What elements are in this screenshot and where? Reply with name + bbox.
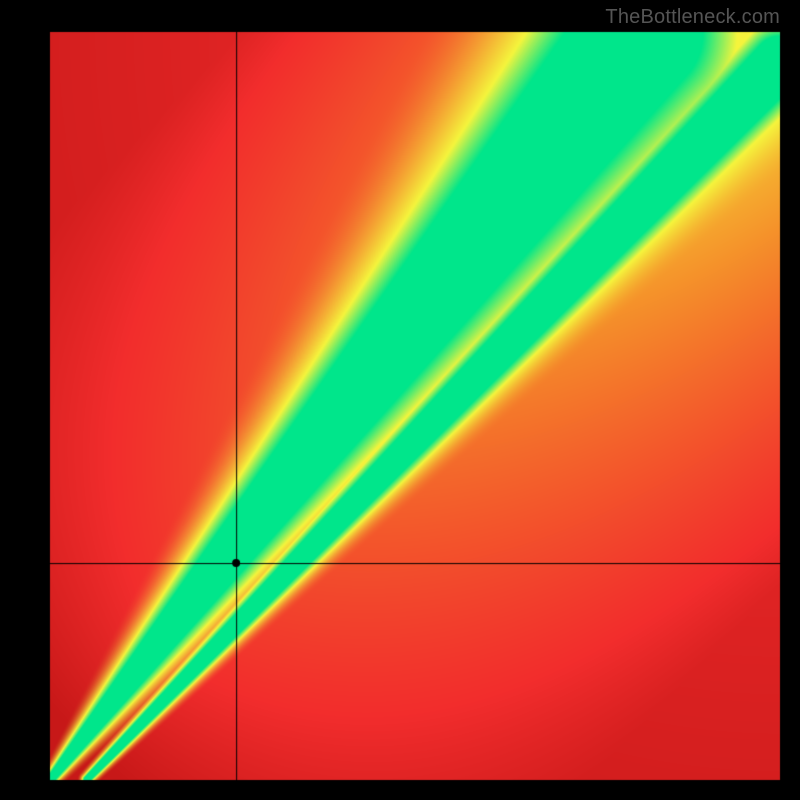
bottleneck-heatmap-canvas — [0, 0, 800, 800]
chart-container: { "watermark": { "text": "TheBottleneck.… — [0, 0, 800, 800]
watermark-text: TheBottleneck.com — [605, 6, 780, 29]
